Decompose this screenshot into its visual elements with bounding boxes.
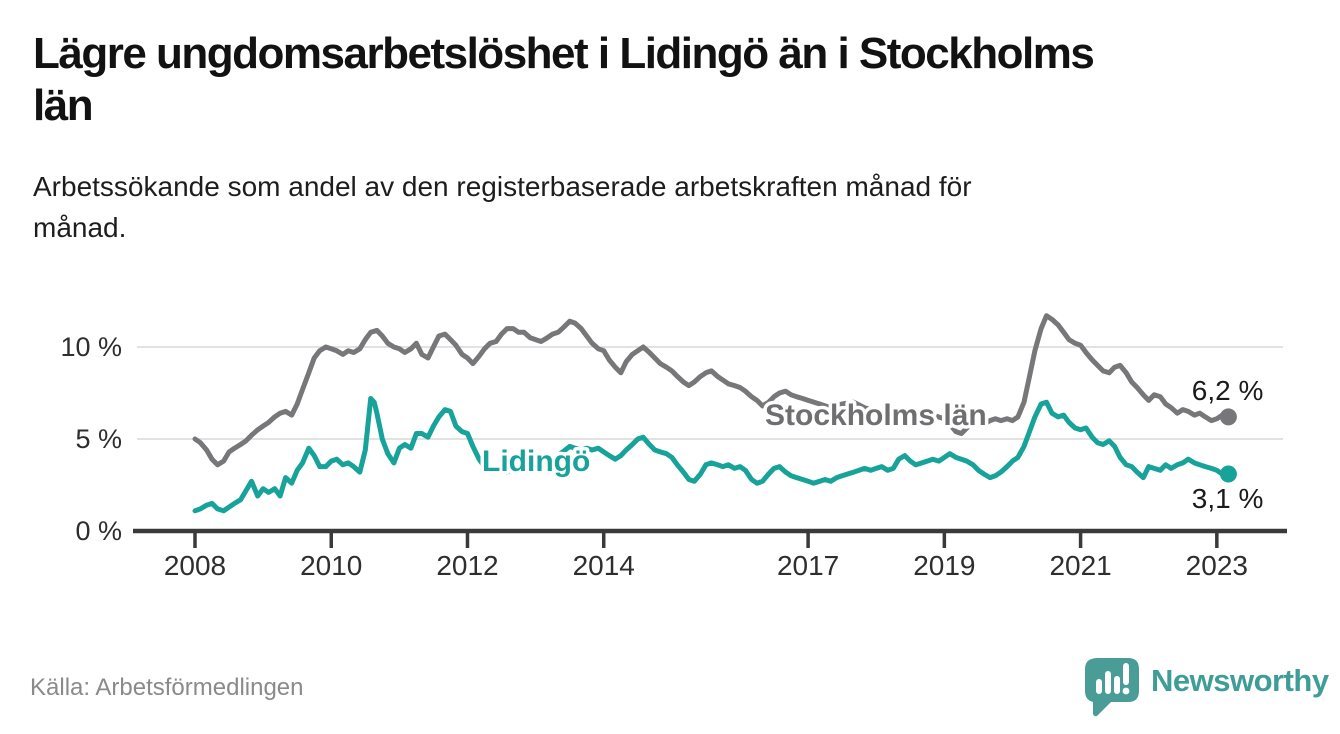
end-dot-lidingo (1219, 465, 1237, 483)
x-axis-label-2023: 2023 (1186, 550, 1248, 581)
series-label-stockholms-lan: Stockholms län (765, 399, 987, 432)
series-label-lidingo: Lidingö (482, 445, 590, 478)
x-axis-label-2019: 2019 (913, 550, 975, 581)
x-axis-label-2008: 2008 (164, 550, 226, 581)
newsworthy-logo-icon (1085, 658, 1139, 717)
brand-logo: Newsworthy (1085, 656, 1329, 720)
series-line-lidingo (192, 396, 1231, 514)
end-value-label-stockholms-lan: 6,2 % (1192, 375, 1264, 406)
x-axis-label-2021: 2021 (1049, 550, 1111, 581)
x-axis-label-2014: 2014 (573, 550, 635, 581)
y-axis-label-5: 5 % (75, 424, 122, 454)
y-axis-label-0: 0 % (75, 516, 122, 546)
x-axis-label-2010: 2010 (300, 550, 362, 581)
x-axis-label-2017: 2017 (777, 550, 839, 581)
series-line-stockholms-lan (192, 313, 1231, 468)
page-title: Lägre ungdomsarbetslöshet i Lidingö än i… (33, 29, 1095, 130)
x-axis-label-2012: 2012 (436, 550, 498, 581)
brand-wordmark: Newsworthy (1151, 663, 1329, 698)
end-value-label-lidingo: 3,1 % (1192, 483, 1264, 514)
source-note: Källa: Arbetsförmedlingen (30, 674, 304, 701)
end-dot-stockholms-lan (1219, 408, 1237, 426)
y-axis-label-10: 10 % (60, 332, 122, 362)
chart-subtitle: Arbetssökande som andel av den registerb… (33, 171, 972, 244)
